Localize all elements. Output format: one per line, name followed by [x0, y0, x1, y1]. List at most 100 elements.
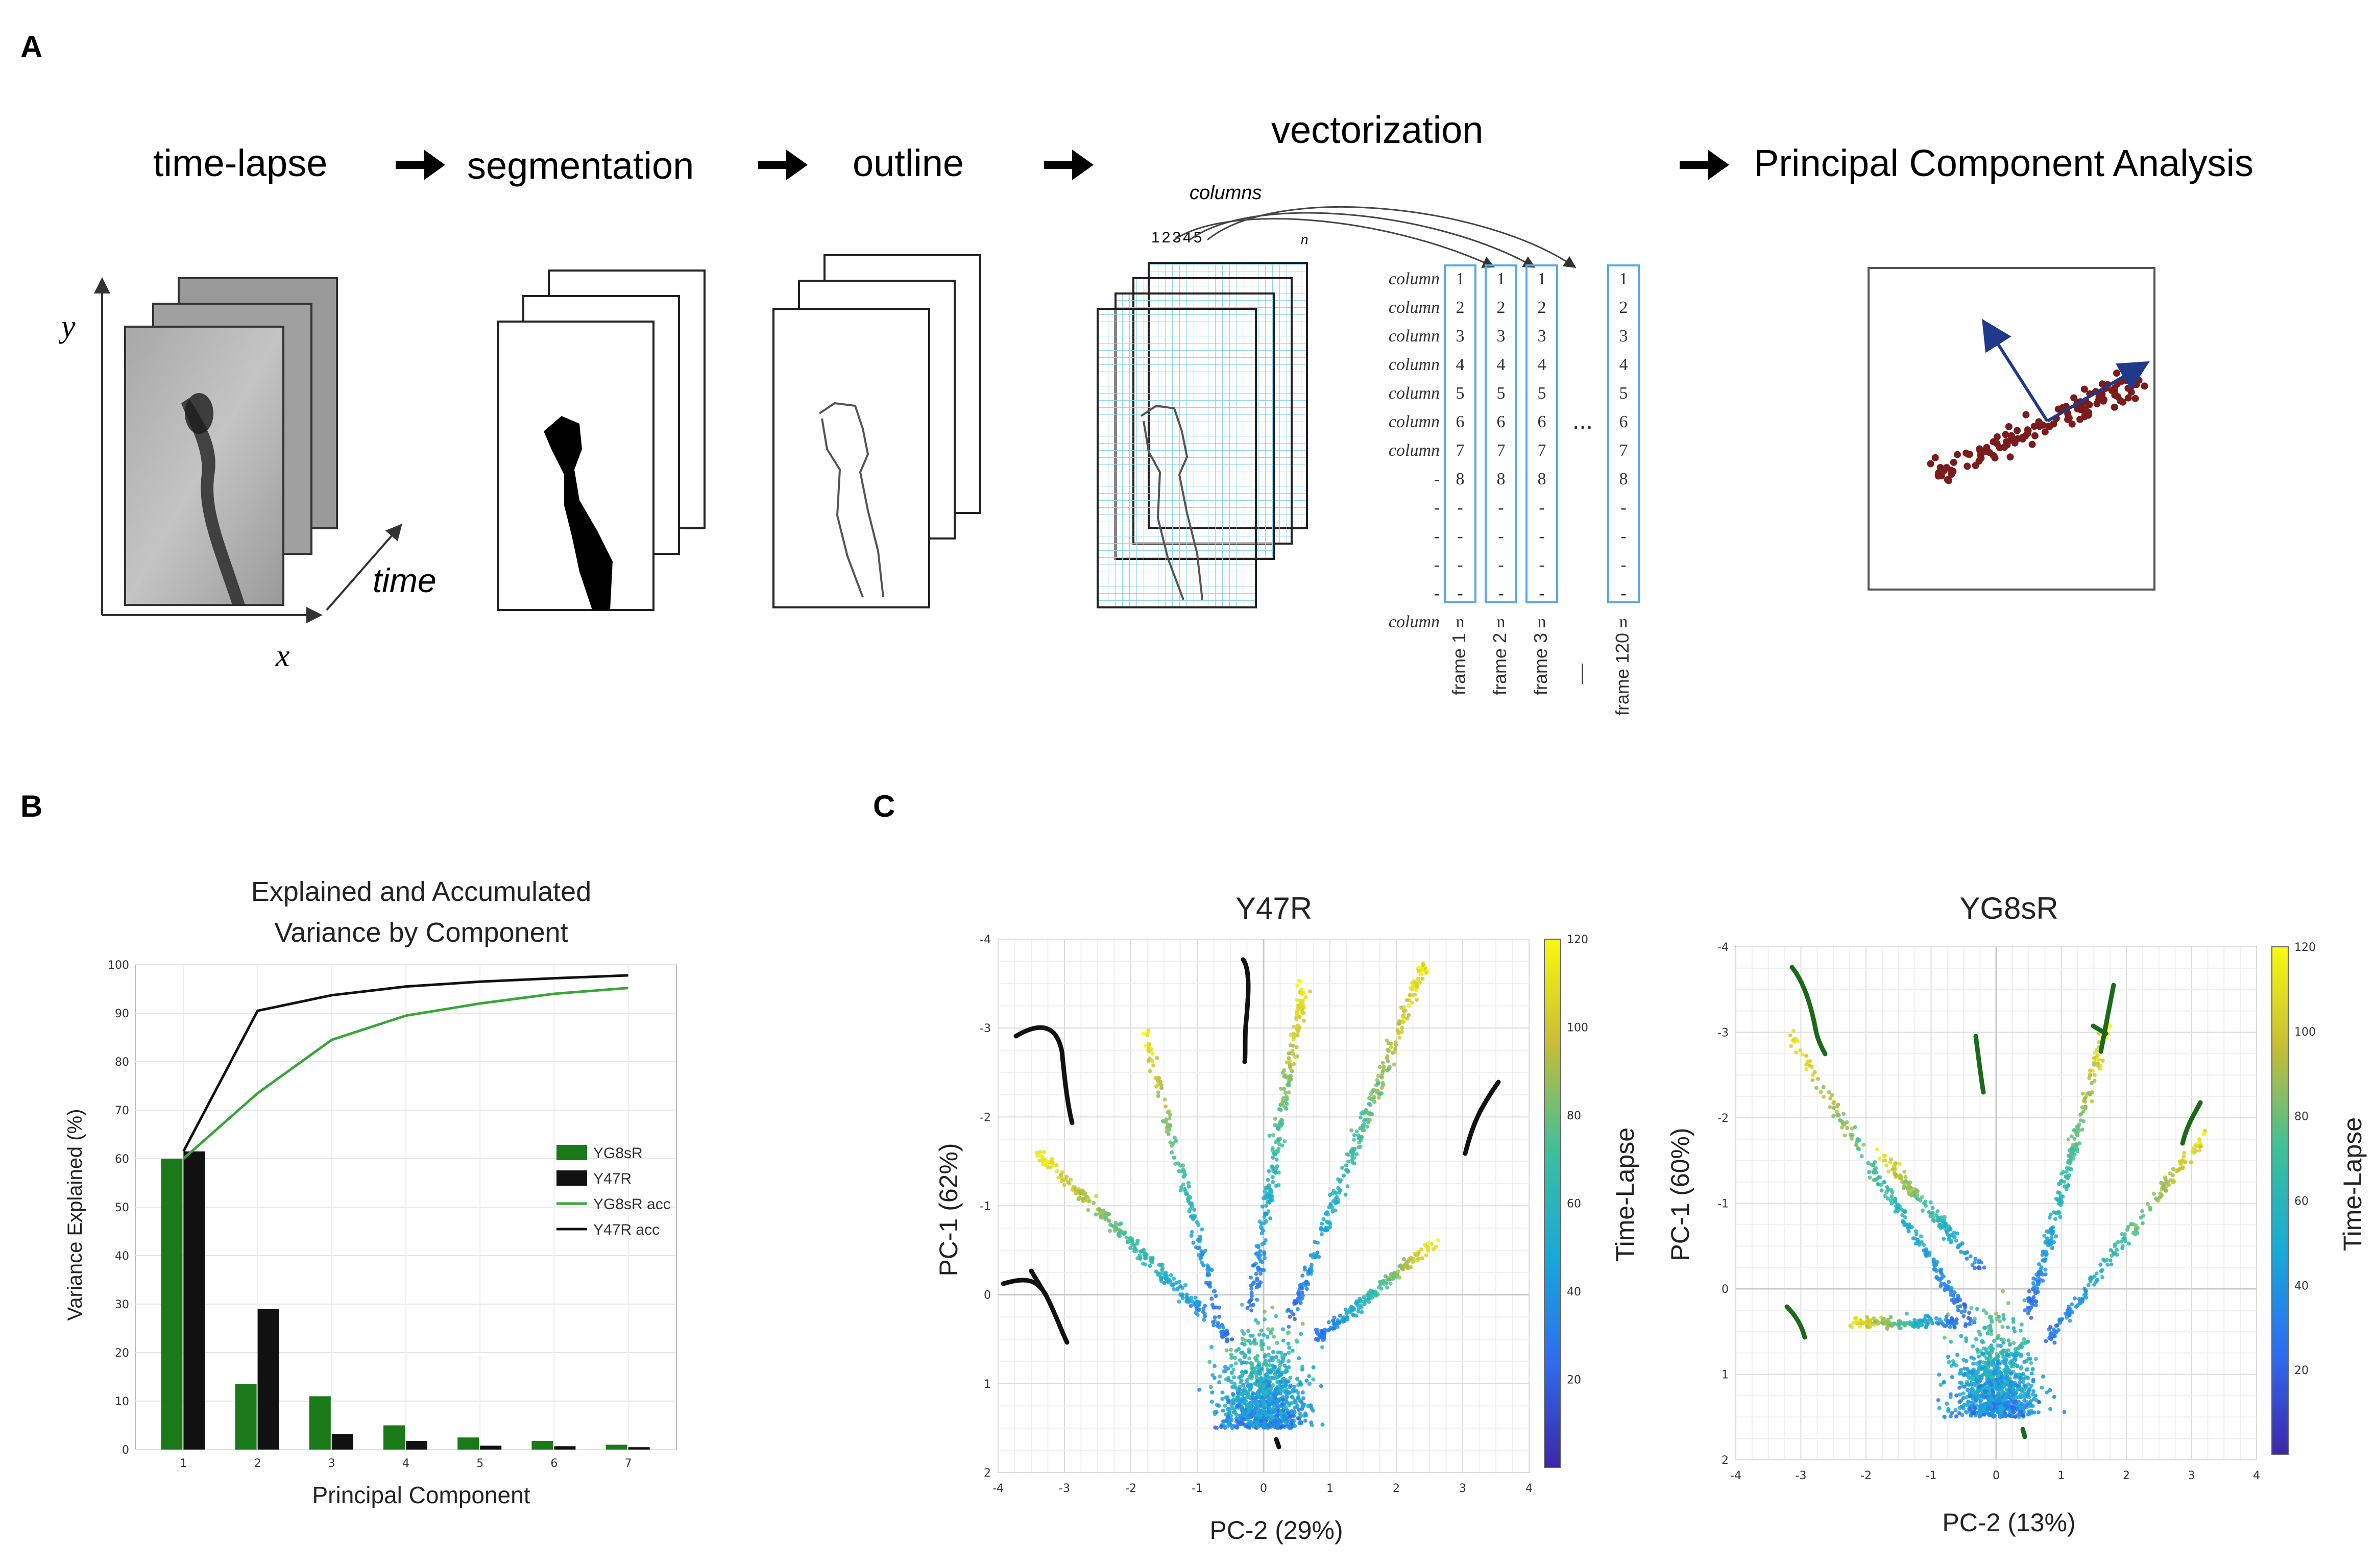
- scatter-point: [1269, 1189, 1273, 1194]
- y-tick-label: 0: [122, 1444, 129, 1457]
- scatter-point: [1249, 1373, 1254, 1378]
- scatter-point: [2040, 1385, 2044, 1390]
- x-tick-label: -3: [1059, 1482, 1070, 1495]
- scatter-point: [1196, 1246, 1200, 1251]
- scatter-point: [2065, 1315, 2069, 1320]
- scatter-point: [1360, 1310, 1364, 1314]
- scatter-point: [1367, 1300, 1371, 1304]
- scatter-point: [2068, 1158, 2072, 1163]
- scatter-point: [1991, 1346, 1995, 1351]
- scatter-point: [2022, 1360, 2027, 1364]
- scatter-point: [1254, 1271, 1258, 1276]
- scatter-point: [1183, 1283, 1188, 1287]
- scatter-point: [2194, 1144, 2198, 1148]
- scatter-point: [1865, 1319, 1870, 1323]
- colorbar: [2271, 946, 2289, 1455]
- scatter-point: [2189, 1160, 2193, 1165]
- scatter-point: [1894, 1173, 1899, 1178]
- scatter-point: [1298, 1301, 1303, 1305]
- scatter-point: [1172, 1277, 1176, 1281]
- scatter-point: [2020, 1344, 2024, 1349]
- scatter-point: [1232, 1356, 1237, 1360]
- vector-cell: 1: [1538, 270, 1546, 288]
- scatter-point: [1274, 1355, 1278, 1359]
- scatter-point: [1964, 1359, 1969, 1363]
- scatter-point: [1952, 1290, 1957, 1294]
- y-tick-label: 2: [1722, 1454, 1729, 1467]
- scatter-point: [1962, 1366, 1967, 1371]
- scatter-point: [2120, 1244, 2125, 1248]
- scatter-point: [1379, 1091, 1384, 1096]
- scatter-point: [1287, 1325, 1291, 1329]
- scatter-point: [2158, 1191, 2163, 1196]
- cell-shape: [1789, 965, 1828, 1057]
- scatter-point: [1254, 1401, 1258, 1405]
- scatter-point: [1283, 1384, 1288, 1388]
- vector-cell: 2: [1456, 298, 1465, 317]
- vector-row-label: column: [1389, 384, 1440, 403]
- scatter-point: [1791, 1038, 1796, 1043]
- scatter-point: [2072, 1128, 2076, 1132]
- scatter-point: [1367, 1101, 1371, 1106]
- scatter-point: [1186, 1181, 1191, 1185]
- scatter-point: [1827, 1090, 1831, 1094]
- scatter-point: [1245, 1378, 1249, 1382]
- scatter-point: [2080, 1300, 2085, 1304]
- scatter-point: [1794, 1050, 1799, 1055]
- y-tick-label: 2: [984, 1467, 991, 1480]
- scatter-point: [1340, 1165, 1345, 1170]
- scatter-point: [1181, 1167, 1185, 1172]
- scatter-point: [1942, 1237, 1946, 1241]
- scatter-point: [1908, 1189, 1913, 1193]
- scatter-point: [1229, 1356, 1234, 1360]
- scatter-point: [1246, 1329, 1251, 1333]
- scatter-point: [1419, 1247, 1423, 1252]
- scatter-point: [1972, 1266, 1977, 1270]
- pca-point: [2005, 423, 2013, 430]
- frame-dash: —: [1570, 664, 1592, 684]
- scatter-point: [1128, 1236, 1133, 1240]
- frame-label: frame 3: [1530, 633, 1551, 695]
- vector-cell: -: [1620, 527, 1626, 546]
- scatter-point: [1822, 1094, 1826, 1099]
- chart-b-title-line-1: Explained and Accumulated: [251, 876, 591, 907]
- scatter-point: [1242, 1386, 1247, 1391]
- scatter-point: [1961, 1403, 1966, 1408]
- scatter-point: [2004, 1387, 2009, 1392]
- pca-point: [2111, 384, 2119, 392]
- scatter-point: [2151, 1191, 2156, 1196]
- scatter-point: [1276, 1370, 1280, 1375]
- scatter-point: [1884, 1163, 1888, 1168]
- scatter-point: [1298, 1420, 1303, 1425]
- scatter-point: [2048, 1212, 2053, 1217]
- scatter-point: [2024, 1367, 2029, 1372]
- scatter-point: [1266, 1209, 1271, 1214]
- vector-cell: 7: [1619, 441, 1628, 460]
- scatter-point: [1881, 1180, 1886, 1185]
- scatter-point: [1263, 1256, 1267, 1260]
- scatter-point: [1228, 1422, 1232, 1426]
- scatter-point: [1181, 1163, 1185, 1168]
- scatter-point: [1159, 1083, 1164, 1088]
- scatter-point: [1245, 1360, 1249, 1365]
- scatter-point: [2080, 1091, 2085, 1096]
- scatter-point: [1936, 1277, 1941, 1281]
- scatter-point: [1354, 1152, 1359, 1157]
- scatter-point: [2168, 1171, 2172, 1176]
- pca-point: [2039, 421, 2047, 429]
- scatter-point: [1861, 1321, 1865, 1326]
- scatter-point: [1256, 1255, 1261, 1259]
- scatter-point: [1263, 1354, 1267, 1359]
- axis-time-label: time: [373, 561, 437, 599]
- scatter-point: [1178, 1284, 1183, 1288]
- colorbar: [1544, 939, 1561, 1468]
- scatter-point: [1362, 1122, 1366, 1126]
- scatter-point: [1279, 1086, 1283, 1091]
- scatter-point: [2040, 1253, 2045, 1257]
- scatter-point: [1069, 1177, 1073, 1182]
- scatter-point: [2000, 1360, 2004, 1364]
- vector-cell: 8: [1456, 470, 1465, 488]
- scatter-point: [1242, 1416, 1246, 1421]
- scatter-point: [1387, 1065, 1392, 1069]
- scatter-point: [1990, 1319, 1994, 1324]
